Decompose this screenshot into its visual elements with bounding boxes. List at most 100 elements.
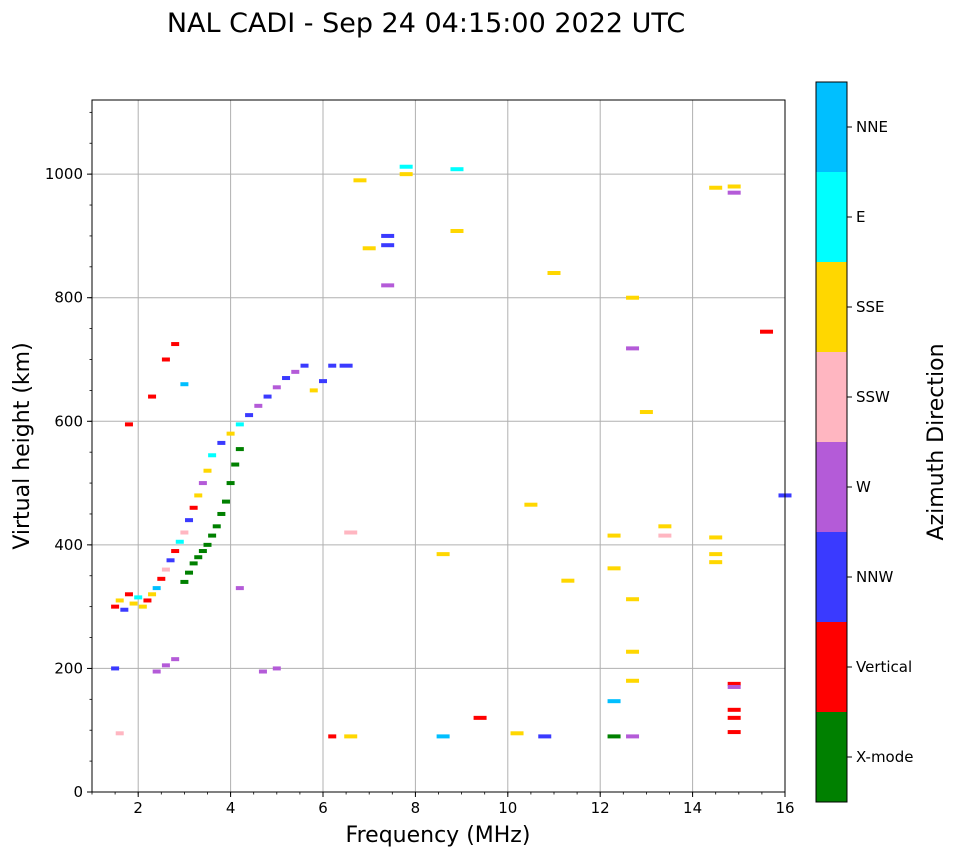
echo-point (124, 422, 133, 427)
echo-point (180, 530, 189, 535)
y-axis-ticks: 0 200 400 600 800 1000 (45, 111, 92, 801)
echo-point (607, 533, 621, 538)
echo-point (235, 586, 244, 591)
echo-point (727, 715, 741, 720)
echo-point (639, 410, 653, 415)
echo-point (607, 566, 621, 571)
echo-point (272, 666, 281, 671)
echo-point (138, 604, 147, 609)
x-tick-label: 6 (318, 799, 328, 817)
echo-point (115, 731, 124, 736)
echo-point (208, 453, 217, 458)
y-tick-label: 600 (54, 412, 83, 430)
echo-point (161, 357, 170, 362)
echo-point (607, 734, 621, 739)
echo-point (473, 715, 487, 720)
echo-point (161, 567, 170, 572)
echo-point (328, 363, 337, 368)
echo-point (194, 493, 203, 498)
echo-point (180, 579, 189, 584)
colorbar-tick-label: NNW (856, 568, 893, 586)
echo-point (524, 502, 538, 507)
colorbar-tick-label: SSW (856, 388, 890, 406)
colorbar-frame (815, 81, 848, 803)
echo-point (561, 578, 575, 583)
echo-point (189, 561, 198, 566)
colorbar-tick-label: Vertical (856, 658, 912, 676)
echo-point (148, 592, 157, 597)
echo-point (115, 598, 124, 603)
echo-point (226, 431, 235, 436)
echo-point (194, 555, 203, 560)
echo-point (231, 462, 240, 467)
echo-point (626, 649, 640, 654)
x-tick-label: 8 (411, 799, 421, 817)
echo-point (436, 552, 450, 557)
y-tick-label: 800 (54, 289, 83, 307)
echo-point (185, 518, 194, 523)
echo-point (339, 363, 353, 368)
echo-point (399, 172, 413, 177)
colorbar-segment-w (816, 442, 847, 532)
echo-point (319, 379, 327, 384)
echo-point (709, 552, 723, 557)
echo-point (658, 524, 672, 529)
echo-point (282, 376, 291, 381)
colorbar-segment-nne (816, 82, 847, 172)
echo-point (180, 382, 189, 387)
echo-point (221, 499, 230, 504)
colorbar-label: Azimuth Direction (924, 343, 949, 540)
colorbar-segment-nnw (816, 532, 847, 622)
echo-point (626, 346, 640, 351)
echo-point (198, 481, 207, 486)
x-axis-label: Frequency (MHz) (346, 823, 531, 848)
echo-point (381, 243, 395, 248)
echo-point (727, 707, 741, 712)
echo-point (152, 669, 161, 674)
chart-title: NAL CADI - Sep 24 04:15:00 2022 UTC (167, 8, 685, 39)
echo-point (166, 558, 175, 563)
echo-point (450, 228, 464, 233)
echo-point (111, 604, 120, 609)
echo-point (709, 535, 723, 540)
colorbar-tick-label: E (856, 208, 865, 226)
y-tick-label: 0 (73, 783, 83, 801)
echo-point (760, 329, 774, 334)
colorbar-segment-x-mode (816, 712, 847, 802)
echo-point (626, 295, 640, 300)
x-tick-label: 2 (133, 799, 143, 817)
echo-point (727, 184, 741, 189)
echo-point (129, 601, 138, 606)
x-tick-label: 4 (226, 799, 236, 817)
echo-point (538, 734, 552, 739)
colorbar-tick-label: SSE (856, 298, 885, 316)
echo-point (175, 539, 184, 544)
echo-point (399, 164, 413, 169)
echo-point (226, 481, 235, 486)
echo-point (171, 342, 180, 347)
y-tick-label: 400 (54, 536, 83, 554)
y-tick-label: 1000 (45, 165, 83, 183)
echo-point (607, 699, 621, 704)
x-tick-label: 14 (683, 799, 702, 817)
echo-point (381, 283, 395, 288)
echo-point (111, 666, 120, 671)
echo-point (217, 440, 226, 445)
echo-point (727, 730, 741, 735)
echo-point (291, 369, 300, 374)
echo-point (171, 549, 180, 554)
echo-point (212, 524, 221, 529)
echo-point (328, 734, 337, 739)
echo-point (120, 607, 129, 612)
echo-point (198, 549, 207, 554)
echo-point (309, 388, 318, 393)
echo-point (208, 533, 217, 538)
colorbar-segment-vertical (816, 622, 847, 712)
colorbar: X-mode Vertical NNW W SSW SSE E NNE (815, 81, 913, 803)
echo-point (709, 185, 723, 190)
echo-point (547, 271, 561, 275)
echo-point (300, 363, 309, 368)
echo-point (124, 592, 133, 597)
echo-point (362, 246, 376, 251)
